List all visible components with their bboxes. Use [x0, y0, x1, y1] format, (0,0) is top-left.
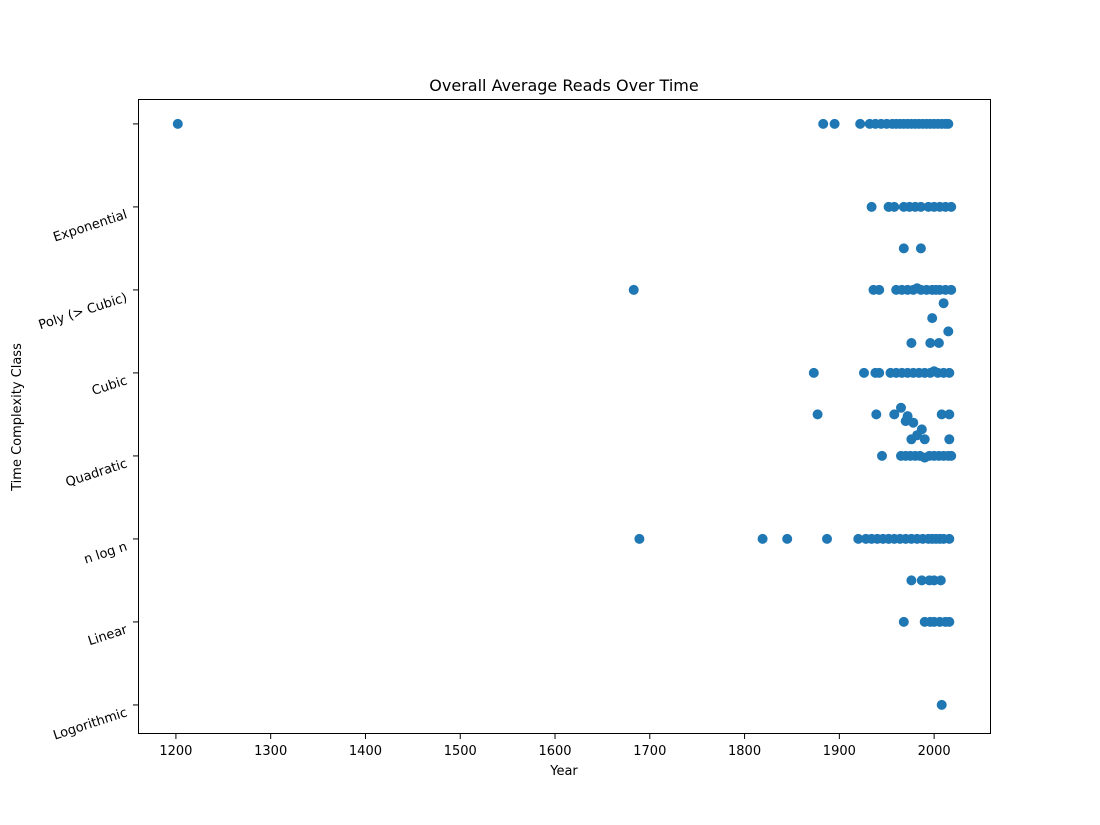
- x-tick-label: 1500: [444, 744, 477, 759]
- x-tick-label: 1900: [823, 744, 856, 759]
- data-point: [822, 533, 832, 544]
- data-point: [933, 338, 944, 348]
- data-point: [944, 367, 955, 378]
- x-tick-label: 1800: [728, 744, 761, 759]
- data-point: [915, 243, 926, 254]
- data-point: [877, 450, 887, 461]
- data-point: [925, 338, 936, 348]
- x-axis: 1200 1300 1400 1500 1600 1700 1800 1900 2000: [159, 734, 951, 759]
- y-tick-label: Logorithmic: [51, 705, 129, 743]
- data-point: [808, 367, 819, 378]
- data-point: [938, 298, 949, 309]
- data-point: [889, 409, 900, 420]
- data-point: [829, 118, 840, 129]
- data-point: [853, 533, 864, 544]
- data-point: [172, 118, 183, 129]
- y-axis-label: Time Complexity Class: [10, 343, 25, 492]
- data-point: [866, 201, 877, 212]
- data-point: [916, 575, 927, 586]
- data-point: [944, 409, 955, 420]
- data-point: [782, 533, 793, 544]
- y-tick-label: Poly (> Cubic): [37, 290, 129, 333]
- plot-frame: [138, 99, 991, 734]
- data-point: [944, 533, 955, 544]
- data-point: [855, 118, 866, 129]
- y-axis: Logorithmic Linear n log n Quadratic Cubic Po…: [37, 123, 138, 744]
- data-point: [896, 402, 906, 413]
- data-point: [889, 201, 900, 212]
- data-point: [900, 416, 911, 427]
- data-point: [812, 409, 823, 420]
- x-tick-label: 1200: [159, 744, 192, 759]
- x-tick-label: 1700: [633, 744, 666, 759]
- data-point: [927, 313, 938, 324]
- data-point: [943, 118, 954, 129]
- data-point: [906, 434, 917, 445]
- data-point: [871, 409, 882, 420]
- data-point: [936, 409, 947, 420]
- y-tick-label: n log n: [82, 539, 129, 567]
- data-point: [908, 417, 919, 428]
- data-point: [946, 450, 957, 461]
- scatter-points: [172, 118, 957, 710]
- y-tick-label: Linear: [86, 622, 130, 649]
- data-point: [919, 434, 930, 445]
- x-tick-label: 1400: [349, 744, 382, 759]
- y-tick-label: Cubic: [90, 373, 129, 398]
- data-point: [634, 533, 645, 544]
- x-tick-label: 1600: [538, 744, 571, 759]
- data-point: [915, 201, 926, 212]
- data-point: [757, 533, 768, 544]
- data-point: [943, 326, 954, 337]
- data-point: [935, 575, 946, 586]
- x-tick-label: 2000: [918, 744, 951, 759]
- data-point: [818, 118, 829, 129]
- x-tick-label: 1300: [254, 744, 287, 759]
- y-tick-label: Exponential: [51, 207, 129, 245]
- chart-title: Overall Average Reads Over Time: [429, 76, 698, 95]
- data-point: [946, 201, 957, 212]
- data-point: [898, 616, 909, 627]
- data-point: [859, 367, 869, 378]
- data-point: [946, 284, 957, 295]
- data-point: [874, 284, 885, 295]
- data-point: [936, 699, 947, 710]
- data-point: [898, 243, 909, 254]
- data-point: [944, 616, 955, 627]
- data-point: [628, 284, 639, 295]
- y-tick-label: Quadratic: [64, 456, 129, 490]
- data-point: [944, 434, 955, 445]
- data-point: [874, 367, 885, 378]
- x-axis-label: Year: [549, 764, 578, 779]
- data-point: [906, 338, 917, 348]
- data-point: [906, 575, 917, 586]
